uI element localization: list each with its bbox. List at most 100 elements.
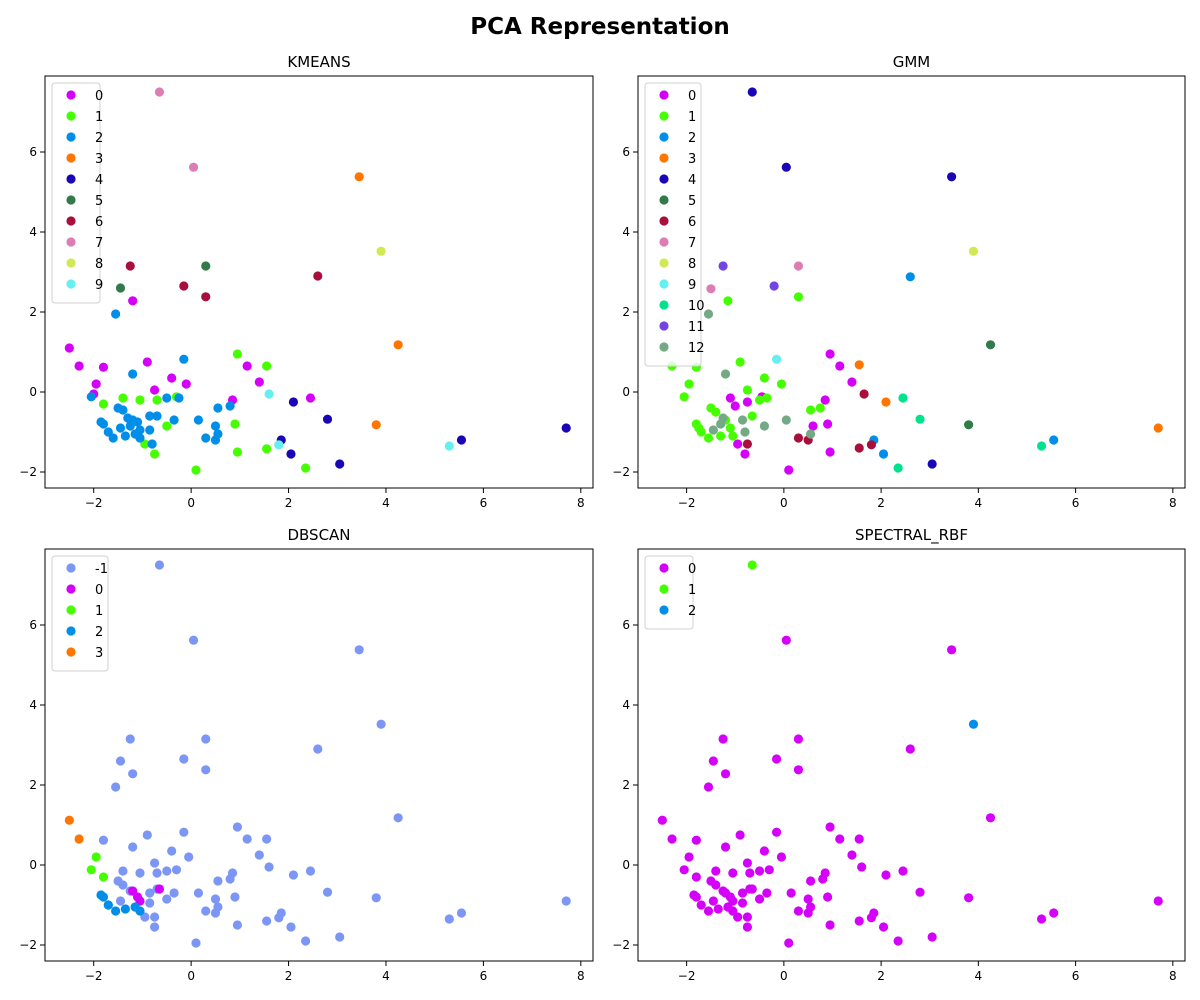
spectral-rbf-plot-area — [637, 548, 1186, 962]
legend-box — [644, 82, 702, 367]
x-tick-label: −2 — [85, 496, 103, 510]
data-point-cluster-0 — [847, 850, 857, 860]
data-point-cluster--1 — [210, 894, 221, 904]
data-point-cluster--1 — [232, 822, 243, 832]
data-point-cluster--1 — [264, 862, 274, 872]
data-point-cluster-2 — [210, 421, 221, 431]
data-point-cluster--1 — [169, 888, 179, 898]
data-point-cluster-2 — [179, 354, 189, 364]
data-point-cluster-4 — [335, 459, 345, 469]
data-point-cluster-3 — [881, 397, 891, 407]
data-point-cluster-2 — [162, 393, 172, 403]
data-point-cluster-2 — [135, 906, 145, 916]
data-point-cluster-6 — [201, 292, 211, 302]
data-point-cluster--1 — [111, 782, 121, 792]
data-point-cluster-2 — [111, 906, 121, 916]
legend-label: 10 — [688, 299, 705, 314]
data-point-cluster--1 — [242, 834, 252, 844]
legend-label: 2 — [95, 131, 103, 146]
figure-title: PCA Representation — [470, 14, 730, 40]
data-point-cluster-4 — [927, 459, 937, 469]
data-point-cluster-0 — [657, 815, 667, 825]
data-point-cluster-1 — [684, 379, 694, 389]
legend-label: 4 — [688, 173, 696, 188]
data-point-cluster-0 — [305, 393, 316, 403]
kmeans-title: KMEANS — [287, 53, 350, 71]
data-point-cluster--1 — [128, 842, 138, 852]
x-tick-label: 6 — [1072, 969, 1080, 983]
data-point-cluster-0 — [927, 932, 937, 942]
legend-marker — [66, 258, 76, 268]
data-point-cluster-0 — [762, 888, 772, 898]
data-point-cluster-1 — [716, 431, 726, 441]
legend-marker — [66, 605, 76, 615]
data-point-cluster-0 — [784, 938, 794, 948]
y-tick-label: 4 — [29, 698, 37, 712]
x-tick-label: 8 — [577, 496, 585, 510]
data-point-cluster-12 — [781, 415, 791, 425]
data-point-cluster-3 — [393, 340, 403, 350]
legend-marker — [659, 279, 669, 289]
data-point-cluster-2 — [225, 401, 235, 411]
data-point-cluster--1 — [150, 912, 160, 922]
data-point-cluster--1 — [152, 868, 162, 878]
data-point-cluster-0 — [711, 866, 721, 876]
data-point-cluster-11 — [769, 281, 779, 291]
data-point-cluster--1 — [115, 896, 126, 906]
data-point-cluster-0 — [786, 888, 796, 898]
legend-marker — [66, 563, 76, 573]
data-point-cluster-2 — [115, 423, 126, 433]
legend-marker — [659, 132, 669, 142]
data-point-cluster-2 — [1049, 435, 1059, 445]
x-tick-label: 6 — [480, 969, 488, 983]
data-point-cluster--1 — [456, 908, 467, 918]
data-point-cluster--1 — [145, 888, 155, 898]
data-point-cluster-6 — [859, 389, 869, 399]
x-tick-label: 0 — [780, 969, 788, 983]
data-point-cluster-1 — [91, 852, 101, 862]
data-point-cluster--1 — [145, 898, 155, 908]
data-point-cluster-0 — [737, 898, 748, 908]
data-point-cluster-3 — [74, 834, 84, 844]
y-tick-label: 6 — [622, 618, 630, 632]
data-point-cluster-2 — [201, 433, 211, 443]
legend-marker — [659, 153, 669, 163]
data-point-cluster-0 — [771, 754, 782, 764]
data-point-cluster-9 — [444, 441, 454, 451]
data-point-cluster-1 — [230, 419, 240, 429]
data-point-cluster-0 — [823, 419, 833, 429]
data-point-cluster-0 — [825, 349, 835, 359]
legend-marker — [66, 237, 76, 247]
data-point-cluster--1 — [162, 894, 172, 904]
y-tick-label: 2 — [622, 305, 630, 319]
data-point-cluster-0 — [691, 872, 701, 882]
data-point-cluster-1 — [86, 865, 96, 875]
x-tick-label: −2 — [85, 969, 103, 983]
data-point-cluster-1 — [152, 395, 162, 405]
x-tick-label: 4 — [975, 496, 983, 510]
legend-label: 3 — [95, 152, 103, 167]
data-point-cluster-2 — [128, 369, 138, 379]
data-point-cluster-1 — [754, 395, 765, 405]
data-point-cluster-0 — [733, 912, 743, 922]
data-point-cluster-0 — [742, 397, 753, 407]
legend-box — [51, 82, 101, 304]
data-point-cluster-10 — [915, 414, 925, 424]
data-point-cluster-0 — [754, 866, 765, 876]
legend-label: 5 — [688, 194, 696, 209]
data-point-cluster-0 — [793, 906, 804, 916]
data-point-cluster-1 — [150, 449, 160, 459]
data-point-cluster-9 — [264, 389, 274, 399]
data-point-cluster--1 — [167, 846, 177, 856]
legend-marker — [659, 563, 669, 573]
data-point-cluster-0 — [803, 908, 813, 918]
data-point-cluster-12 — [720, 369, 731, 379]
data-point-cluster-0 — [745, 868, 755, 878]
legend-marker — [66, 626, 76, 636]
data-point-cluster--1 — [188, 635, 199, 645]
data-point-cluster-4 — [561, 423, 571, 433]
data-point-cluster-0 — [725, 393, 735, 403]
data-point-cluster--1 — [371, 893, 381, 903]
data-point-cluster-0 — [781, 635, 791, 645]
legend-marker — [66, 584, 76, 594]
